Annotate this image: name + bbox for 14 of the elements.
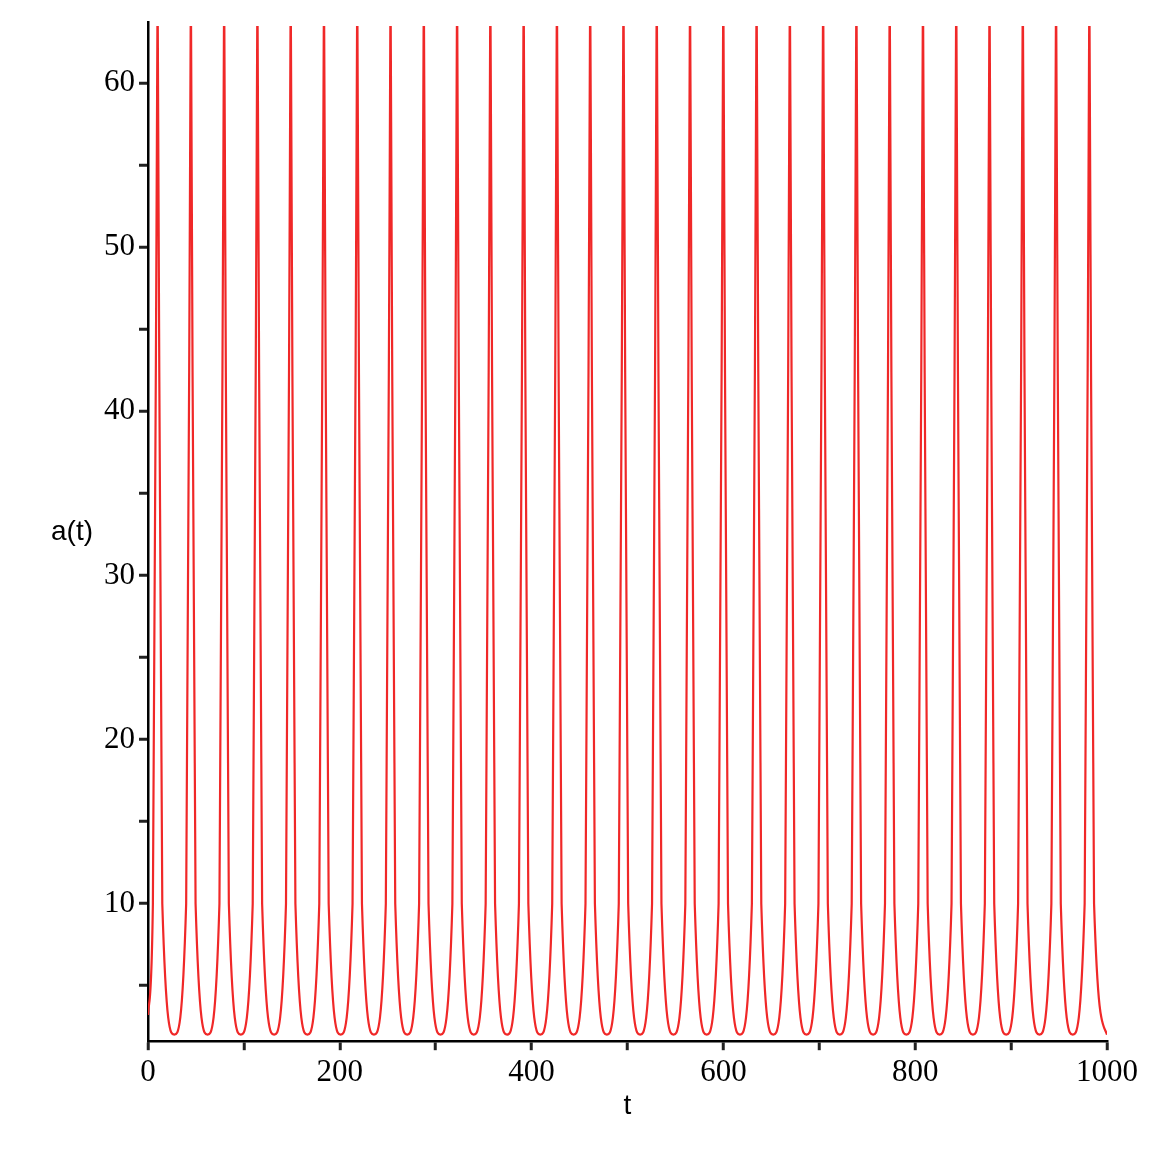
y-axis-title: a(t) (51, 514, 93, 546)
y-tick-label: 40 (104, 391, 135, 427)
x-tick-label: 800 (891, 1052, 939, 1088)
x-tick-label: 600 (700, 1052, 747, 1088)
x-tick-label: 200 (316, 1052, 364, 1088)
y-tick-label: 50 (104, 227, 135, 263)
x-tick-label: 400 (508, 1052, 555, 1088)
y-tick-label: 10 (104, 883, 135, 919)
y-tick-label: 60 (104, 63, 135, 99)
x-tick-label: 0 (140, 1052, 156, 1088)
y-tick-label: 20 (104, 719, 135, 755)
y-tick-label: 30 (104, 555, 135, 591)
x-axis-title: t (623, 1088, 632, 1120)
x-tick-label: 1000 (1076, 1052, 1138, 1088)
